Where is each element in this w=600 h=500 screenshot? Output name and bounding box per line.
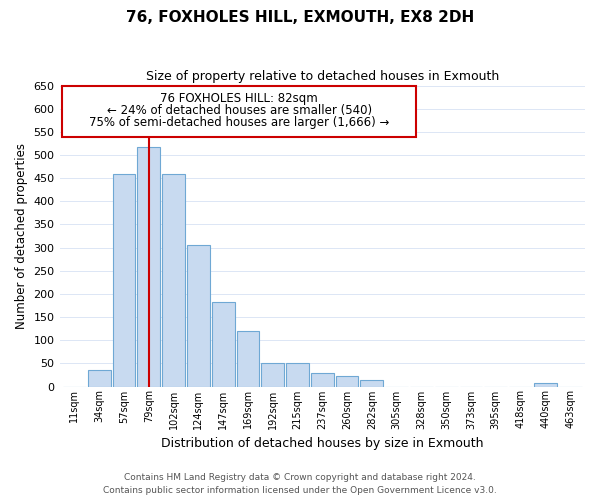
Bar	[361, 380, 383, 386]
Bar	[236, 331, 259, 386]
Bar	[137, 146, 160, 386]
Bar	[212, 302, 235, 386]
Text: 76, FOXHOLES HILL, EXMOUTH, EX8 2DH: 76, FOXHOLES HILL, EXMOUTH, EX8 2DH	[126, 10, 474, 25]
Bar	[286, 364, 309, 386]
Bar	[335, 376, 358, 386]
Bar	[311, 372, 334, 386]
Text: 75% of semi-detached houses are larger (1,666) →: 75% of semi-detached houses are larger (…	[89, 116, 389, 128]
Bar	[162, 174, 185, 386]
Text: Contains HM Land Registry data © Crown copyright and database right 2024.
Contai: Contains HM Land Registry data © Crown c…	[103, 474, 497, 495]
Bar	[113, 174, 136, 386]
X-axis label: Distribution of detached houses by size in Exmouth: Distribution of detached houses by size …	[161, 437, 484, 450]
Y-axis label: Number of detached properties: Number of detached properties	[15, 143, 28, 329]
Bar	[534, 383, 557, 386]
Text: ← 24% of detached houses are smaller (540): ← 24% of detached houses are smaller (54…	[107, 104, 372, 117]
Bar	[187, 246, 210, 386]
Text: 76 FOXHOLES HILL: 82sqm: 76 FOXHOLES HILL: 82sqm	[160, 92, 318, 105]
FancyBboxPatch shape	[62, 86, 416, 138]
Bar	[88, 370, 110, 386]
Title: Size of property relative to detached houses in Exmouth: Size of property relative to detached ho…	[146, 70, 499, 83]
Bar	[261, 364, 284, 386]
